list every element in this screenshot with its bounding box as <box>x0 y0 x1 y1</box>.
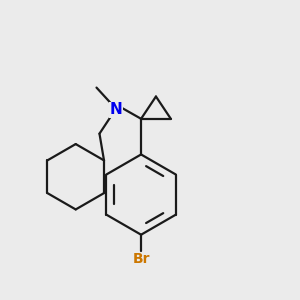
Text: Br: Br <box>132 252 150 266</box>
Text: N: N <box>110 102 122 117</box>
